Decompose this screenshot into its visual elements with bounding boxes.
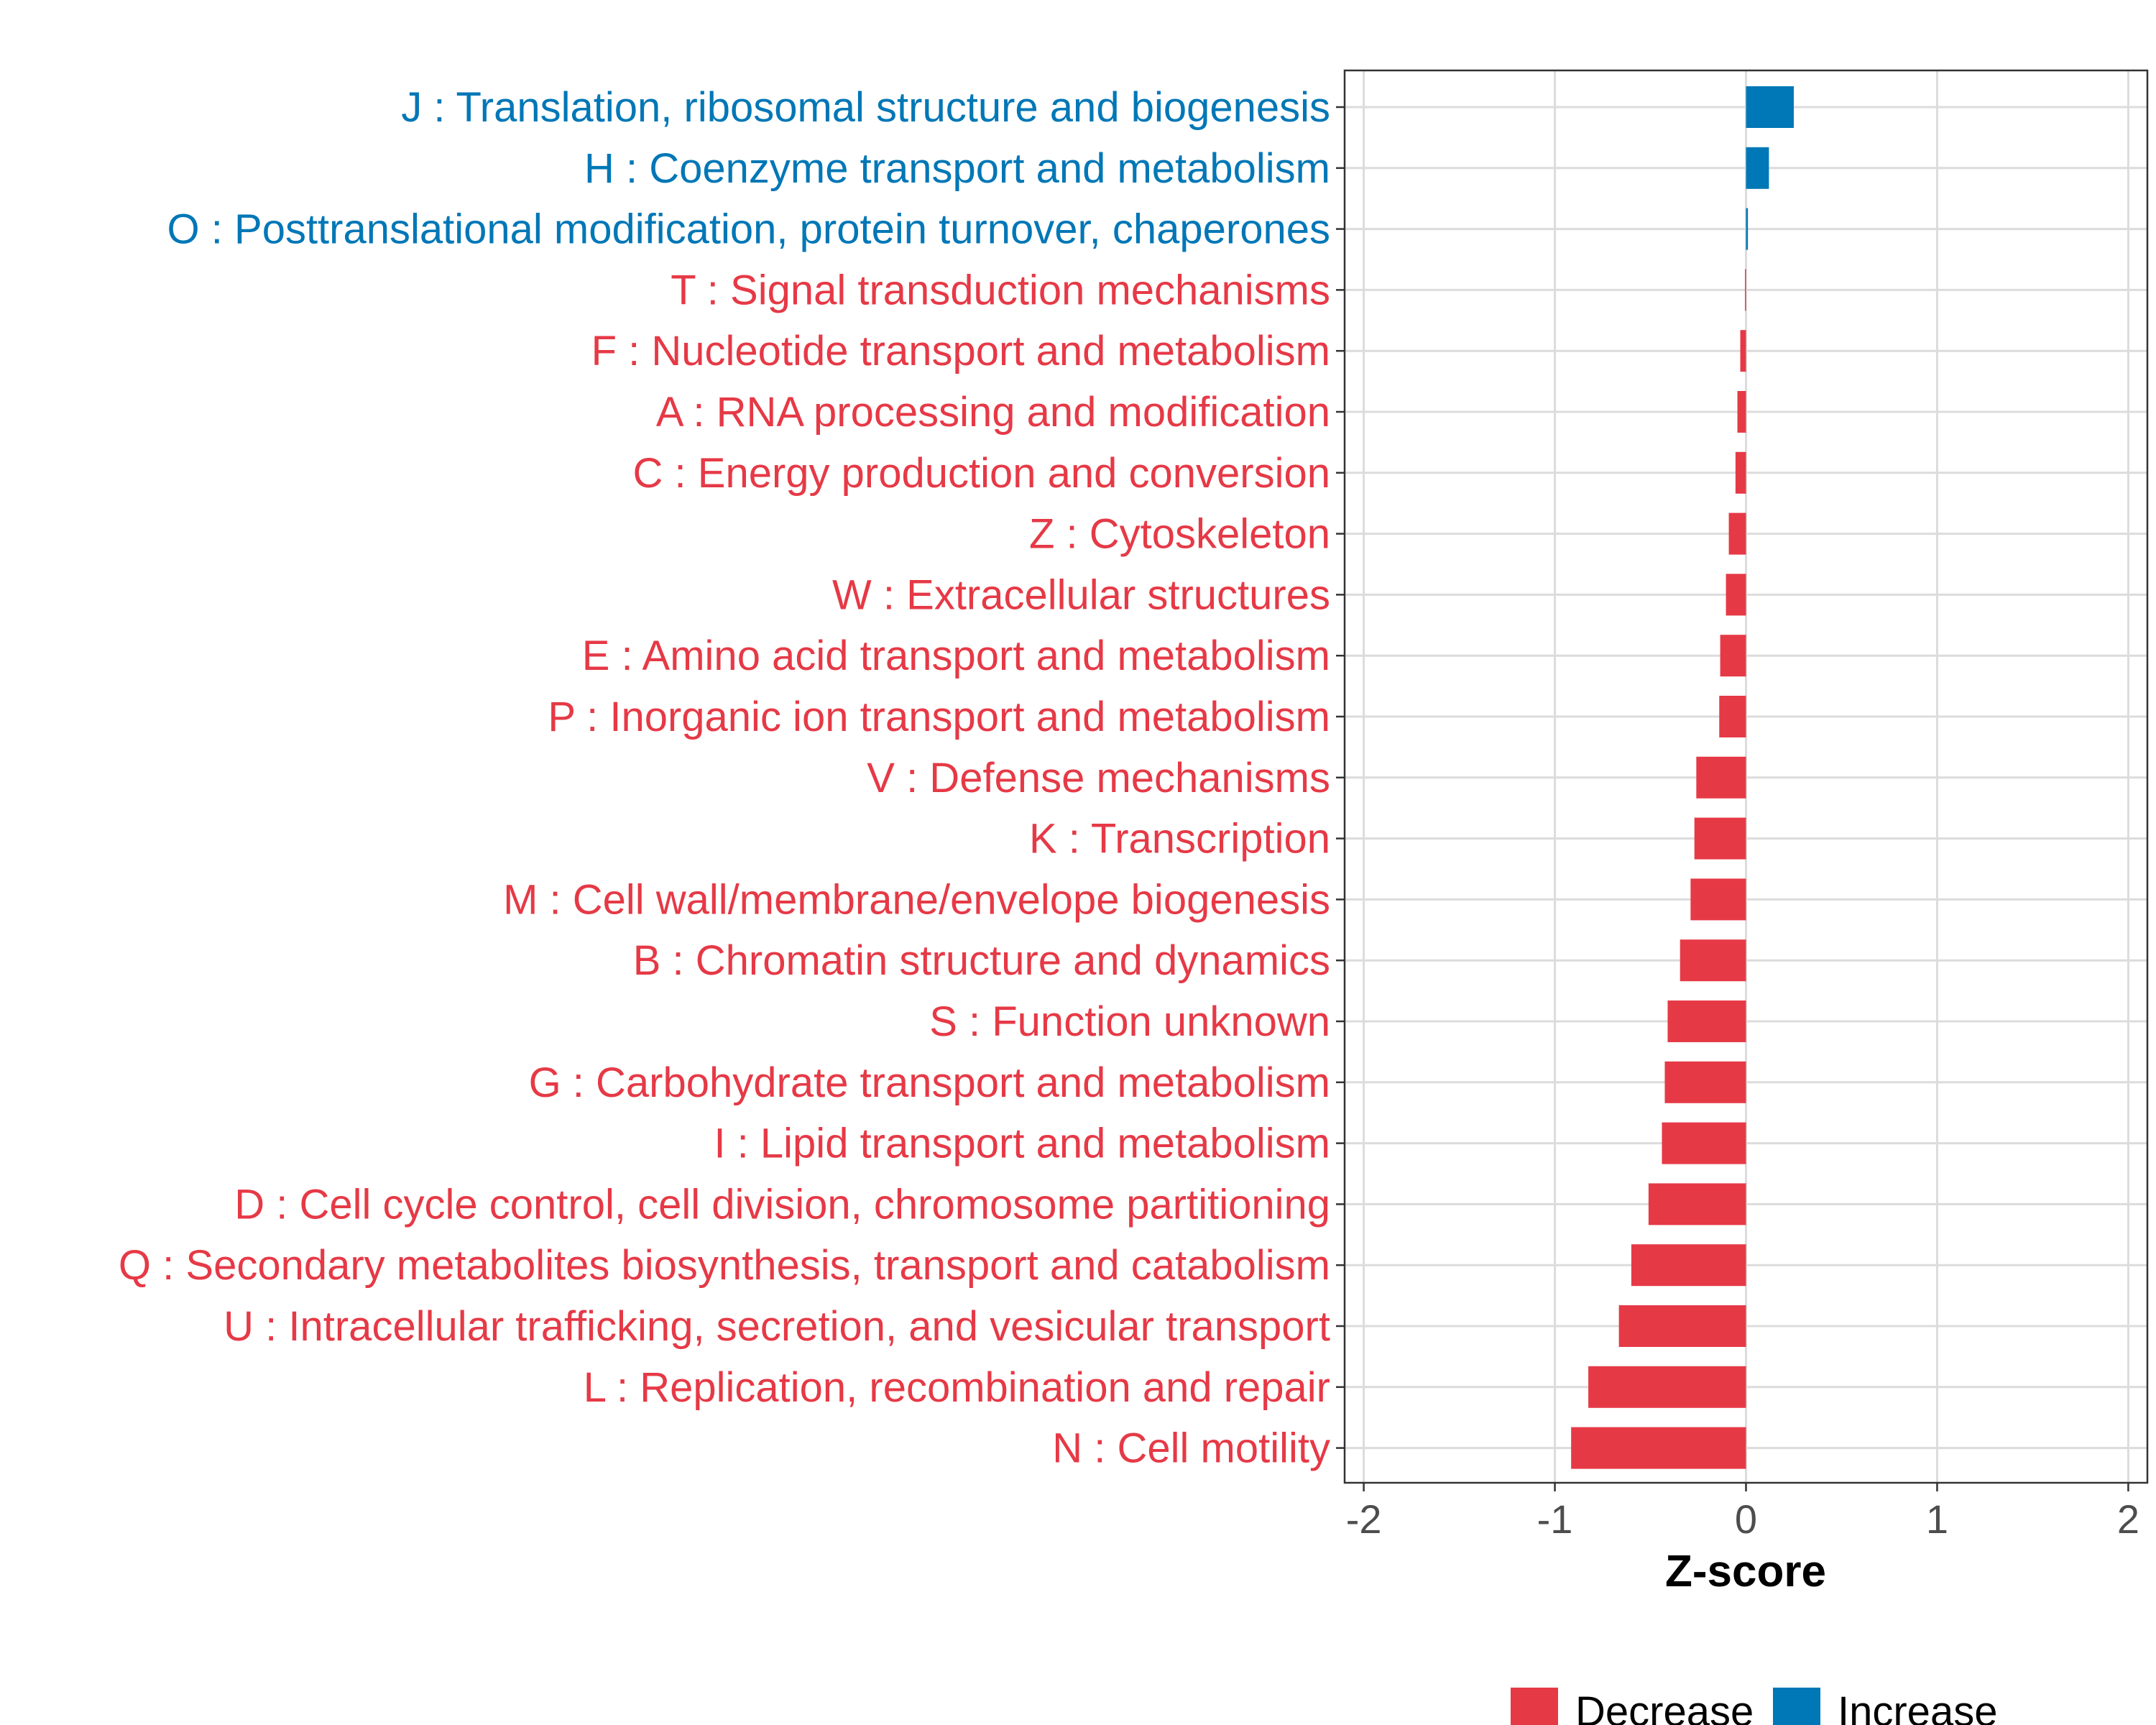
bar xyxy=(1588,1366,1746,1408)
bars xyxy=(1571,86,1794,1469)
y-tick-label: T : Signal transduction mechanisms xyxy=(671,267,1330,313)
bar xyxy=(1667,1000,1746,1042)
bar xyxy=(1737,391,1746,433)
y-tick-label: W : Extracellular structures xyxy=(832,571,1330,618)
bar xyxy=(1696,756,1746,799)
bar xyxy=(1746,208,1749,250)
y-tick-label: N : Cell motility xyxy=(1052,1425,1330,1472)
bar xyxy=(1618,1305,1746,1347)
y-tick-label: I : Lipid transport and metabolism xyxy=(714,1121,1330,1167)
y-tick-label: J : Translation, ribosomal structure and… xyxy=(401,84,1330,131)
bar xyxy=(1631,1244,1746,1287)
bar xyxy=(1746,147,1769,189)
bar xyxy=(1690,878,1746,921)
y-tick-label: D : Cell cycle control, cell division, c… xyxy=(234,1181,1330,1228)
y-tick-label: H : Coenzyme transport and metabolism xyxy=(584,145,1330,192)
y-tick-label: K : Transcription xyxy=(1029,816,1330,862)
y-tick-label: U : Intracellular trafficking, secretion… xyxy=(224,1303,1330,1350)
y-tick-label: Q : Secondary metabolites biosynthesis, … xyxy=(119,1242,1330,1289)
y-tick-label: L : Replication, recombination and repai… xyxy=(584,1364,1330,1411)
bar xyxy=(1680,939,1746,982)
bar xyxy=(1648,1183,1746,1225)
y-tick-label: G : Carbohydrate transport and metabolis… xyxy=(529,1059,1330,1106)
y-axis: J : Translation, ribosomal structure and… xyxy=(119,84,1345,1472)
bar xyxy=(1740,330,1746,372)
x-tick-label: 2 xyxy=(2117,1496,2139,1542)
legend-swatch xyxy=(1773,1688,1820,1725)
y-tick-label: E : Amino acid transport and metabolism xyxy=(582,632,1330,679)
x-tick-label: 1 xyxy=(1926,1496,1948,1542)
x-axis-title: Z-score xyxy=(1665,1547,1826,1596)
x-axis: -2 -1 0 1 2 xyxy=(1346,1483,2139,1542)
x-tick-label: -1 xyxy=(1537,1496,1573,1542)
legend-swatch xyxy=(1511,1688,1558,1725)
y-tick-label: O : Posttranslational modification, prot… xyxy=(167,206,1330,253)
bar xyxy=(1728,512,1746,555)
bar xyxy=(1746,86,1794,128)
bar xyxy=(1735,451,1746,494)
bar xyxy=(1745,269,1746,311)
y-tick-label: F : Nucleotide transport and metabolism xyxy=(591,328,1330,374)
y-tick-label: V : Defense mechanisms xyxy=(867,755,1330,801)
y-tick-label: P : Inorganic ion transport and metaboli… xyxy=(548,694,1330,740)
y-tick-label: Z : Cytoskeleton xyxy=(1029,511,1330,558)
y-tick-label: S : Function unknown xyxy=(929,998,1330,1045)
bar xyxy=(1694,817,1746,860)
bar xyxy=(1719,696,1746,737)
x-tick-label: -2 xyxy=(1346,1496,1382,1542)
y-tick-label: C : Energy production and conversion xyxy=(633,450,1330,497)
legend-label: Decrease xyxy=(1575,1688,1754,1725)
legend: Decrease Increase xyxy=(1511,1688,1997,1725)
bar xyxy=(1664,1061,1746,1103)
bar xyxy=(1720,635,1746,677)
y-tick-label: A : RNA processing and modification xyxy=(656,389,1330,436)
y-tick-label: B : Chromatin structure and dynamics xyxy=(633,937,1330,984)
x-tick-label: 0 xyxy=(1735,1496,1757,1542)
y-tick-label: M : Cell wall/membrane/envelope biogenes… xyxy=(503,876,1330,923)
legend-label: Increase xyxy=(1838,1688,1997,1725)
bar xyxy=(1571,1427,1746,1469)
bar xyxy=(1726,574,1746,616)
bar xyxy=(1662,1122,1746,1164)
